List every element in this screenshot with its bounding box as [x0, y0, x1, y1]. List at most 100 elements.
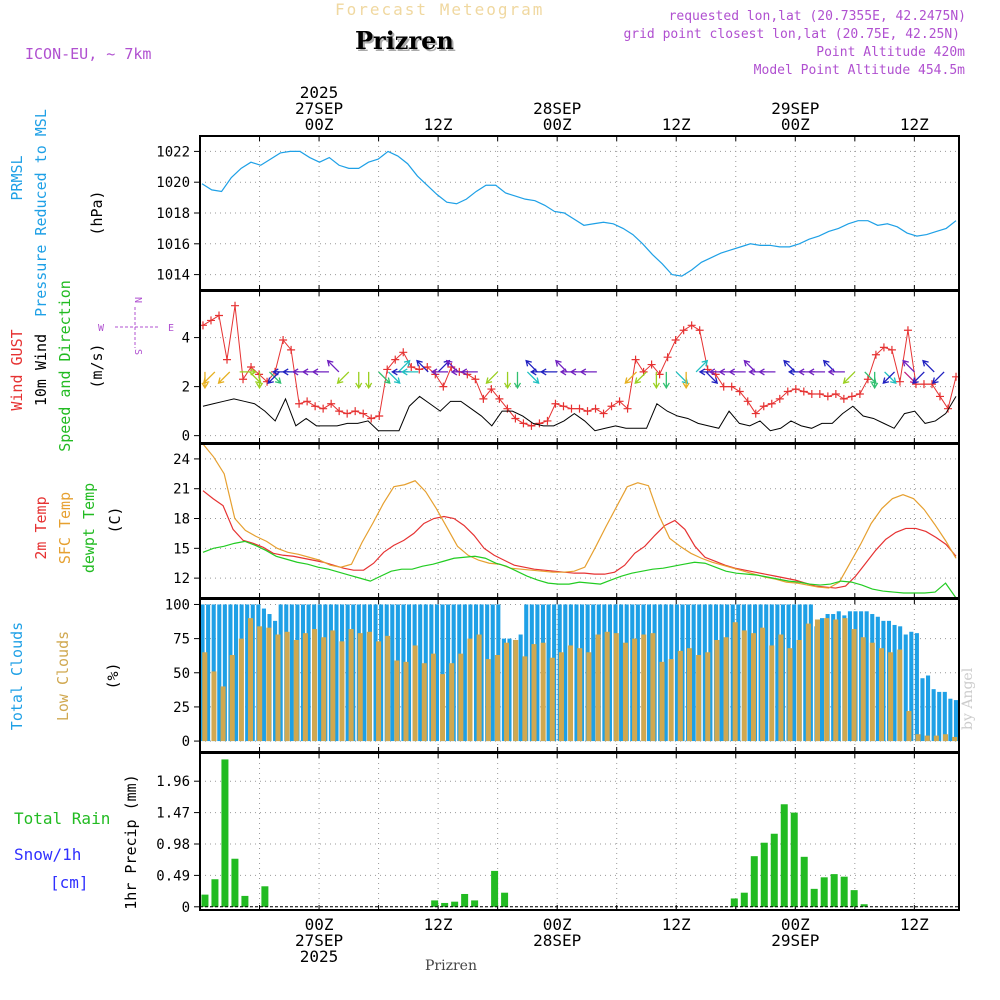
wind-direction-arrow	[355, 371, 363, 390]
low-cloud-bar	[641, 634, 647, 742]
wind-direction-arrow	[268, 371, 282, 384]
total-cloud-bar	[345, 604, 350, 742]
wind-unit: (m/s)	[88, 343, 106, 388]
wind-direction-arrow	[682, 371, 690, 390]
wind-gust-point	[335, 407, 344, 416]
low-cloud-bar	[942, 734, 949, 742]
wind-gust-point	[679, 326, 688, 335]
wind-gust-point	[799, 387, 808, 396]
total-cloud-bar	[736, 604, 741, 742]
low-cloud-bar	[604, 631, 610, 742]
total-cloud-bar	[792, 604, 797, 742]
wind-direction-arrow	[842, 371, 856, 384]
rain-bar	[241, 895, 249, 907]
low-cloud-bar	[312, 629, 318, 742]
wind-gust-point	[471, 375, 480, 384]
y-tick-label: 1018	[156, 206, 190, 222]
low-cloud-bar	[778, 634, 784, 742]
rain-label: Total Rain	[14, 809, 110, 828]
total-cloud-bar	[245, 604, 250, 742]
y-tick-label: 0	[182, 429, 190, 445]
time-label-bottom: 29SEP	[771, 931, 819, 950]
low-cloud-bar	[915, 734, 921, 742]
wind-gust-point	[831, 389, 840, 398]
cloud-unit: (%)	[104, 662, 122, 689]
wind-gust-point	[223, 355, 232, 364]
low-cloud-bar	[220, 686, 226, 742]
wind-gust-point	[559, 402, 568, 411]
rain-bar	[231, 858, 239, 907]
low-cloud-bar	[522, 656, 528, 742]
total-cloud-bar	[847, 611, 852, 742]
wind-direction-arrow	[460, 368, 478, 376]
y-tick-label: 2	[182, 380, 190, 396]
rain-bar	[780, 804, 788, 907]
wind-gust-point	[591, 404, 600, 413]
low-cloud-bar	[677, 650, 683, 742]
wind-gust-point	[303, 397, 312, 406]
wind-gust-point	[743, 397, 752, 406]
total-cloud-bar	[406, 604, 412, 742]
wind-gust-point	[383, 365, 392, 374]
low-cloud-bar	[705, 652, 711, 742]
wind-gust-point	[511, 414, 520, 423]
snow-unit-label: [cm]	[50, 873, 89, 892]
wind-gust-point	[775, 394, 784, 403]
wind-gust-point	[823, 392, 832, 401]
wind-direction-arrow	[662, 371, 670, 390]
y-tick-label: 0.49	[156, 868, 190, 884]
total-cloud-bar	[920, 678, 925, 742]
total-cloud-bar	[836, 611, 841, 742]
total-cloud-bar	[317, 604, 322, 742]
temp-dewpt-label: dewpt Temp	[80, 483, 98, 573]
total-cloud-bar	[462, 604, 467, 742]
panel-frame	[199, 443, 960, 599]
low-cloud-bar	[842, 618, 848, 742]
time-label-top: 29SEP	[771, 99, 819, 118]
total-cloud-bar	[434, 604, 439, 742]
time-label-bottom: 00Z	[305, 915, 334, 934]
low-cloud-bar	[613, 633, 619, 742]
y-tick-label: 21	[173, 482, 190, 498]
total-cloud-bar	[663, 604, 668, 742]
low-cloud-bar	[787, 648, 793, 742]
wind-gust-point	[487, 385, 496, 394]
wind-gust-point	[319, 404, 328, 413]
low-cloud-bar	[376, 641, 382, 742]
compass-w: W	[98, 323, 105, 334]
total-cloud-bar	[289, 604, 294, 742]
low-cloud-bar	[888, 652, 894, 742]
rain-bar	[760, 842, 768, 907]
wind-gust-point	[375, 412, 384, 421]
wind-gust-point	[359, 409, 368, 418]
low-cloud-bar	[321, 637, 327, 742]
total-cloud-bar	[909, 631, 914, 742]
total-cloud-bar	[691, 604, 696, 742]
low-cloud-bar	[750, 633, 756, 742]
temp-sfc-label: SFC Temp	[56, 492, 74, 564]
y-tick-label: 15	[173, 541, 190, 557]
low-cloud-bar	[833, 619, 839, 742]
total-cloud-bar	[401, 604, 406, 742]
low-cloud-bar	[558, 652, 564, 742]
panel-frame	[199, 290, 960, 444]
time-label-top: 2025	[300, 83, 339, 102]
wind-direction-arrow	[743, 359, 757, 373]
rain-bar	[201, 894, 209, 907]
wind-gust-point	[583, 407, 592, 416]
low-cloud-bar	[878, 648, 885, 742]
wind-gust-point	[855, 389, 864, 398]
wind-gust-point	[847, 392, 856, 401]
total-cloud-bar	[362, 604, 367, 742]
low-cloud-bar	[248, 618, 254, 742]
rain-bar	[740, 892, 748, 907]
time-label-top: 27SEP	[295, 99, 343, 118]
wind-gust-point	[871, 350, 880, 359]
low-cloud-bar	[366, 631, 372, 742]
wind-direction-arrow	[378, 371, 391, 384]
temp-sfc-line	[202, 443, 957, 589]
wind-direction-arrow	[513, 371, 522, 390]
total-cloud-bar	[501, 638, 506, 742]
wind-direction-arrow	[401, 368, 419, 376]
